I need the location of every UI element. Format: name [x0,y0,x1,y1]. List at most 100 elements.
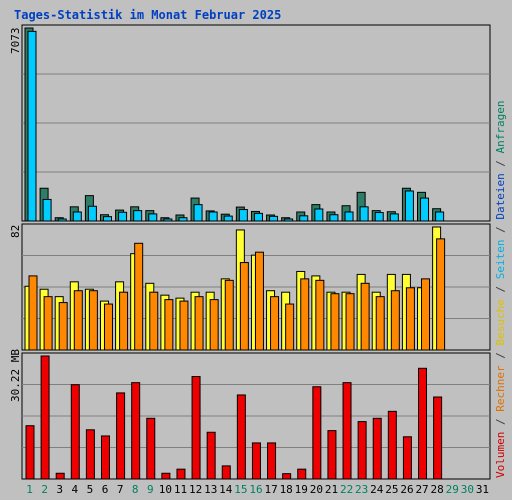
legend-part-9: / [494,153,507,173]
bar-volumen-day-15 [236,394,246,480]
bar-rechner-day-25 [390,290,400,351]
bar-seiten-day-5 [87,205,97,222]
bar-volumen-day-9 [146,417,156,480]
bar-volumen-day-16 [251,442,261,480]
bar-rechner-day-20 [315,279,325,351]
bar-volumen-day-2 [40,355,50,480]
bar-rechner-day-9 [149,291,159,351]
bar-rechner-day-4 [73,290,83,351]
y-max-label-middle: 82 [9,225,22,238]
bar-rechner-day-11 [179,300,189,351]
bar-volumen-day-28 [433,396,443,480]
x-tick-label-day-31: 31 [476,483,489,496]
bar-rechner-day-3 [58,302,68,351]
x-tick-label-day-12: 12 [189,483,202,496]
bar-seiten-day-4 [72,211,82,222]
bar-volumen-day-11 [176,468,186,480]
bar-rechner-day-23 [360,282,370,351]
bar-volumen-day-5 [85,429,95,480]
bar-rechner-day-24 [375,296,385,351]
x-tick-label-day-2: 2 [41,483,48,496]
bar-seiten-day-8 [133,210,143,222]
bar-seiten-day-19 [299,215,309,222]
y-max-label-top: 7073 [9,28,22,55]
bar-rechner-day-8 [134,242,144,351]
x-tick-label-day-30: 30 [461,483,474,496]
legend-part-1: / [494,412,507,432]
x-tick-label-day-11: 11 [174,483,187,496]
x-tick-label-day-16: 16 [249,483,262,496]
x-tick-label-day-10: 10 [159,483,172,496]
bar-rechner-day-16 [254,251,264,351]
bar-volumen-day-21 [327,430,337,480]
bar-rechner-day-21 [330,293,340,351]
bar-rechner-day-15 [239,262,249,351]
bar-rechner-day-17 [270,296,280,351]
bar-volumen-day-10 [161,472,171,480]
bar-seiten-day-6 [102,216,112,222]
bar-rechner-day-18 [285,303,295,351]
x-tick-label-day-29: 29 [446,483,459,496]
bar-volumen-day-25 [387,410,397,480]
bar-volumen-day-3 [55,472,65,480]
x-tick-label-day-22: 22 [340,483,353,496]
bar-rechner-day-5 [88,290,98,351]
bar-rechner-day-1 [28,275,38,351]
bar-volumen-day-18 [282,473,292,480]
x-tick-label-day-3: 3 [56,483,63,496]
bar-rechner-day-2 [43,296,53,351]
bar-rechner-day-22 [345,293,355,351]
legend-part-3: / [494,346,507,366]
bar-seiten-day-26 [404,190,414,222]
x-tick-label-day-17: 17 [264,483,277,496]
bar-seiten-day-14 [223,215,233,222]
bar-seiten-day-21 [329,214,339,222]
x-tick-label-day-15: 15 [234,483,247,496]
x-tick-label-day-4: 4 [72,483,79,496]
bar-rechner-day-13 [209,299,219,351]
x-tick-label-day-28: 28 [431,483,444,496]
bar-volumen-day-24 [372,417,382,480]
bar-volumen-day-1 [25,425,35,480]
bar-seiten-day-27 [420,197,430,222]
bar-rechner-day-26 [405,287,415,351]
x-tick-label-day-13: 13 [204,483,217,496]
bar-seiten-day-13 [208,211,218,222]
legend-part-7: / [494,220,507,240]
x-tick-label-day-20: 20 [310,483,323,496]
bar-volumen-day-6 [100,435,110,480]
legend-part-5: / [494,279,507,299]
bar-volumen-day-4 [70,384,80,480]
x-tick-label-day-19: 19 [295,483,308,496]
series-legend: Volumen / Rechner / Besuche / Seiten / D… [494,100,507,478]
x-tick-label-day-1: 1 [26,483,33,496]
bar-seiten-day-24 [374,212,384,222]
bar-seiten-day-2 [42,198,52,222]
legend-part-2: Rechner [494,365,507,412]
bar-seiten-day-22 [344,211,354,222]
bar-rechner-day-12 [194,296,204,351]
y-max-label-bottom: 30.22 MB [9,349,22,402]
bar-volumen-day-14 [221,465,231,480]
x-tick-label-day-26: 26 [400,483,413,496]
bar-seiten-day-11 [178,217,188,222]
bar-seiten-day-10 [163,218,173,222]
bar-seiten-day-15 [238,209,248,222]
x-tick-label-day-7: 7 [117,483,124,496]
x-tick-label-day-14: 14 [219,483,233,496]
bar-seiten-day-3 [57,218,67,222]
bar-rechner-day-27 [421,278,431,351]
bar-rechner-day-10 [164,299,174,351]
legend-part-0: Volumen [494,432,507,478]
bar-seiten-day-18 [284,218,294,222]
bar-seiten-day-16 [253,212,263,222]
bar-volumen-day-7 [116,392,126,480]
x-tick-label-day-24: 24 [370,483,384,496]
x-tick-label-day-23: 23 [355,483,368,496]
x-tick-label-day-6: 6 [102,483,109,496]
bar-seiten-day-1 [27,30,37,222]
bar-volumen-day-20 [312,386,322,480]
bar-rechner-day-6 [103,303,113,351]
